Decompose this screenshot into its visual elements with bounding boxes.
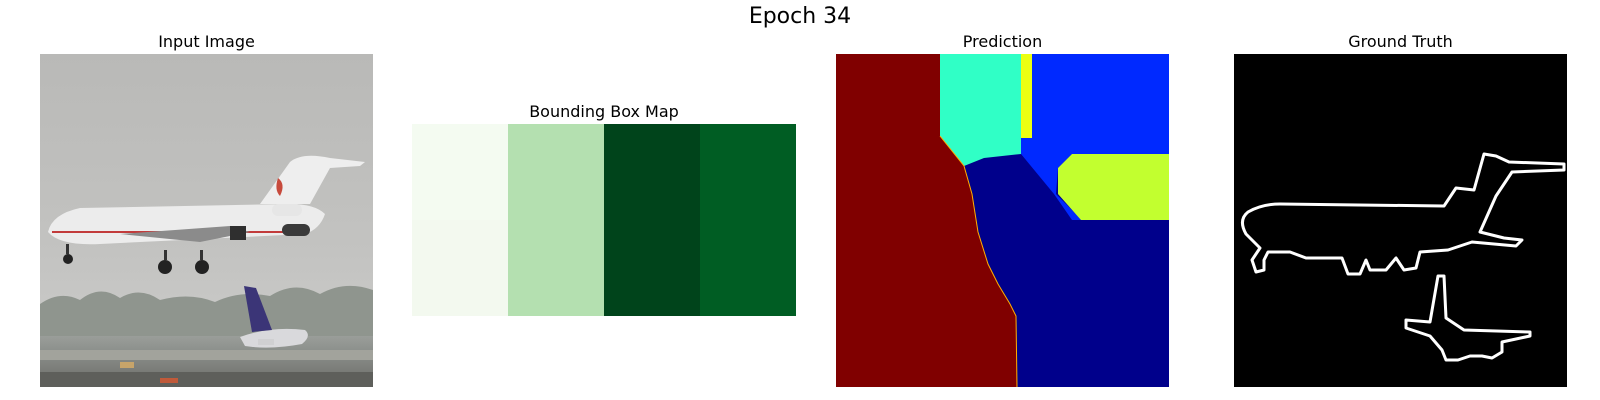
- bbox-column-3: [604, 124, 700, 316]
- bbox-column-4: [700, 124, 796, 316]
- ground-truth-panel: [1234, 54, 1567, 387]
- prediction-panel: [836, 54, 1169, 387]
- bounding-box-map-panel: [412, 124, 796, 316]
- input-image: [40, 54, 373, 387]
- bounding-box-map-title: Bounding Box Map: [529, 102, 679, 121]
- figure-title: Epoch 34: [748, 4, 852, 29]
- bbox-column-2: [508, 124, 604, 316]
- input-image-panel: [40, 54, 373, 387]
- input-image-title: Input Image: [158, 32, 255, 51]
- ground-truth-mask: [1234, 54, 1567, 387]
- prediction-map: [836, 54, 1169, 387]
- ground-truth-title: Ground Truth: [1348, 32, 1453, 51]
- prediction-title: Prediction: [962, 32, 1043, 51]
- bounding-box-map: [412, 124, 796, 316]
